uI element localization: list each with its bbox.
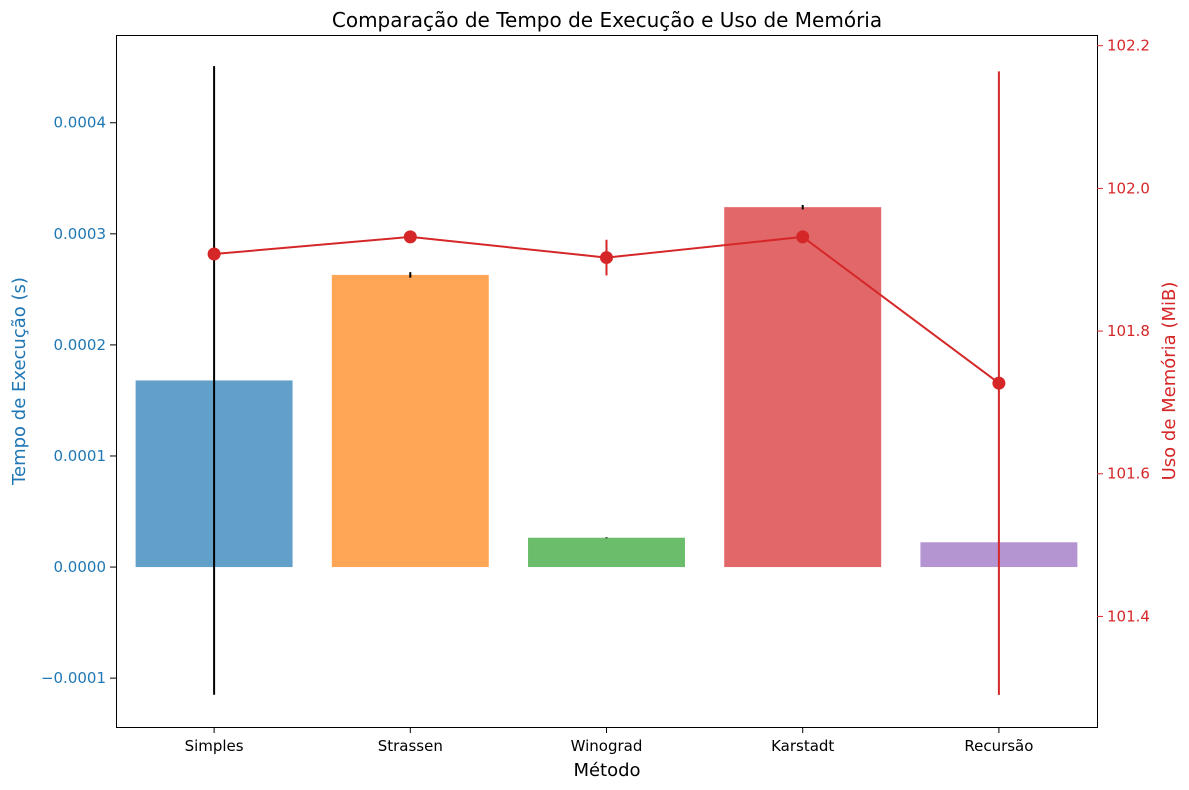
right-tick-label: 102.0 [1107,179,1150,197]
x-axis-title: Método [573,760,640,781]
x-tick-label: Recursão [964,737,1033,755]
x-tick-label: Strassen [378,737,443,755]
right-axis-title: Uso de Memória (MiB) [1159,282,1180,481]
left-tick-label: 0.0002 [54,336,107,354]
x-axis: Simples Strassen Winograd Karstadt Recursão [185,727,1033,755]
left-tick-label: −0.0001 [41,669,106,687]
x-tick-label: Karstadt [771,737,834,755]
left-tick-label: 0.0001 [54,447,107,465]
memory-point [403,230,417,244]
x-tick-label: Winograd [571,737,643,755]
bar [528,537,685,568]
memory-point [796,230,810,244]
bar [331,274,489,568]
memory-point [600,251,613,265]
right-axis: 101.4 101.6 101.8 102.0 102.2 [1097,37,1150,625]
right-tick-label: 102.2 [1107,37,1150,55]
memory-line-series [207,230,1006,390]
left-axis: −0.0001 0.0000 0.0001 0.0002 0.0003 0.0004 [41,114,116,687]
bar-error-bars [213,66,804,695]
right-tick-label: 101.8 [1107,322,1150,340]
left-tick-label: 0.0003 [54,225,107,243]
left-tick-label: 0.0000 [54,558,107,576]
x-tick-label: Simples [185,737,244,755]
left-axis-title: Tempo de Execução (s) [9,277,30,486]
bar [724,207,882,568]
chart-title: Comparação de Tempo de Execução e Uso de… [332,8,882,32]
left-tick-label: 0.0004 [54,114,107,132]
memory-point [992,376,1006,390]
memory-point [207,247,221,261]
right-tick-label: 101.4 [1107,607,1150,625]
right-tick-label: 101.6 [1107,465,1150,483]
